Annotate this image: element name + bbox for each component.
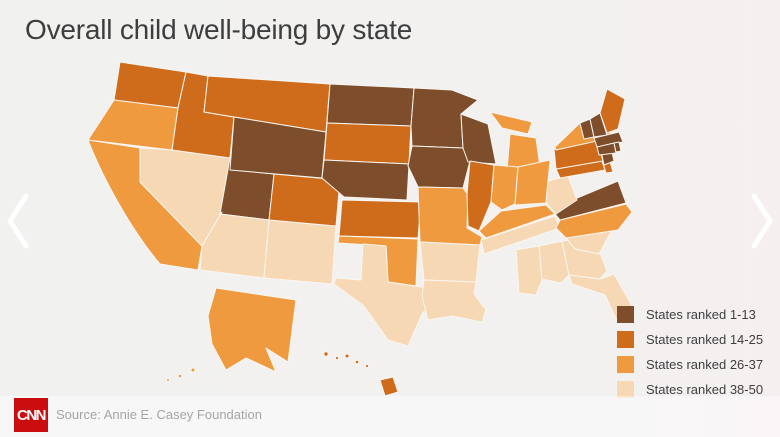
legend-item: States ranked 38-50 <box>617 381 763 398</box>
state-ak <box>207 287 297 373</box>
hawaii <box>323 351 399 397</box>
legend-swatch-rank-38-50 <box>617 381 634 398</box>
chevron-right-icon <box>751 193 773 249</box>
state-tx <box>333 243 439 347</box>
state-nm <box>263 219 337 285</box>
state-ky <box>478 204 556 239</box>
state-ak-island <box>190 367 196 373</box>
us-choropleth-map <box>87 61 633 397</box>
legend-swatch-rank-1-13 <box>617 306 634 323</box>
legend-item: States ranked 14-25 <box>617 331 763 348</box>
state-ia <box>407 145 471 189</box>
legend-swatch-rank-26-37 <box>617 356 634 373</box>
state-hi-island <box>334 355 340 361</box>
state-al <box>538 240 570 284</box>
legend-swatch-rank-14-25 <box>617 331 634 348</box>
chevron-left-icon <box>7 193 29 249</box>
legend-item: States ranked 1-13 <box>617 306 763 323</box>
state-wi <box>460 113 497 165</box>
state-ca <box>87 139 203 271</box>
state-hi-island <box>364 363 370 369</box>
legend-label: States ranked 14-25 <box>646 332 764 347</box>
state-la <box>421 279 487 323</box>
state-ne <box>321 159 410 201</box>
page-title: Overall child well-being by state <box>25 14 413 45</box>
state-nc <box>555 203 633 239</box>
alaska <box>166 287 297 382</box>
state-ak-island <box>177 373 183 379</box>
state-oh <box>514 159 551 206</box>
state-ar <box>419 241 481 283</box>
state-hi-island <box>354 359 360 365</box>
legend-label: States ranked 26-37 <box>646 357 764 372</box>
state-ms <box>515 245 543 296</box>
state-ri <box>613 141 622 153</box>
mainland-states <box>87 61 633 347</box>
carousel-next-button[interactable] <box>746 190 778 252</box>
carousel-prev-button[interactable] <box>2 190 34 252</box>
legend-label: States ranked 38-50 <box>646 382 764 397</box>
state-ak-island <box>166 378 170 382</box>
state-hi-island <box>323 351 329 357</box>
state-ct <box>596 142 617 156</box>
attribution-bar <box>0 396 780 437</box>
legend-label: States ranked 1-13 <box>646 307 756 322</box>
cnn-logo: CNN <box>14 398 48 432</box>
state-hi-big-island <box>379 376 399 397</box>
state-nd <box>326 83 415 127</box>
state-hi-island <box>344 353 350 359</box>
source-credit: Source: Annie E. Casey Foundation <box>56 407 262 422</box>
legend-item: States ranked 26-37 <box>617 356 763 373</box>
map-legend: States ranked 1-13 States ranked 14-25 S… <box>617 306 763 398</box>
state-sd <box>323 122 412 165</box>
state-in <box>490 164 519 211</box>
state-ks <box>338 199 422 239</box>
state-mi-upper <box>489 111 533 135</box>
state-me <box>599 88 626 134</box>
